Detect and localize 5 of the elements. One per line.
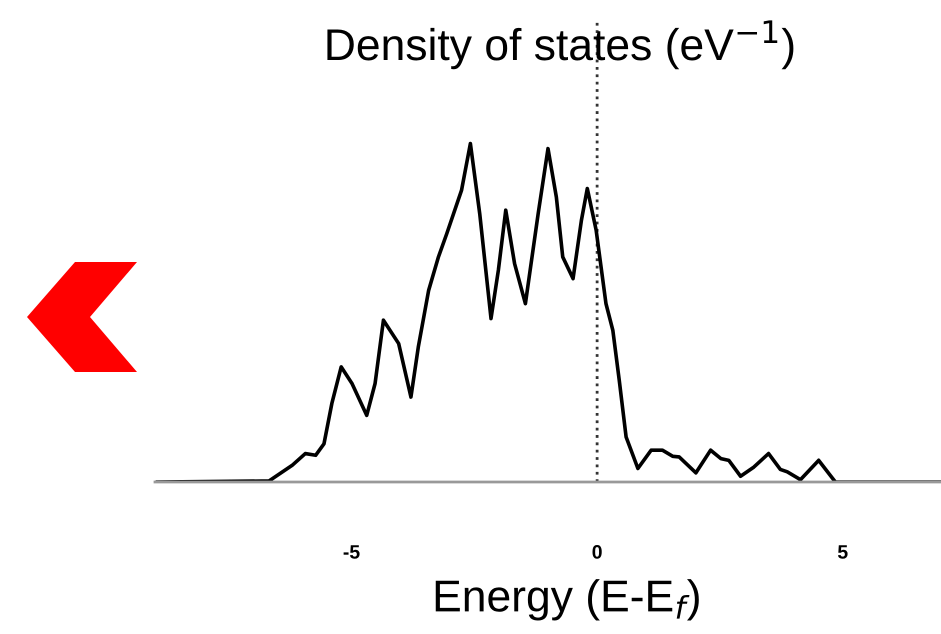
x-tick-label: -5: [344, 545, 360, 559]
x-tick-label: 5: [838, 545, 848, 559]
x-axis-title: Energy (E-E$_{f}$): [436, 579, 699, 621]
chart-title: Density of states (eV$^{−1}$): [327, 20, 794, 70]
x-tick-label: 0: [592, 545, 602, 559]
